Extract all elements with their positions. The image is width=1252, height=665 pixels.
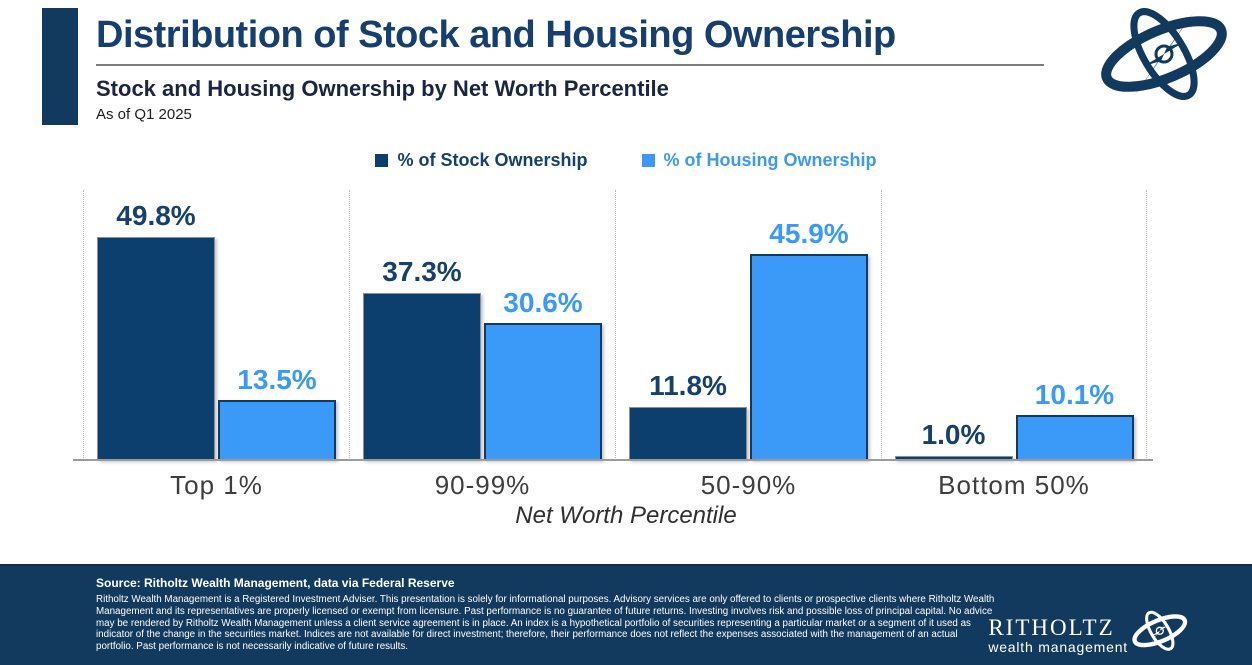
legend-item-housing: % of Housing Ownership: [641, 150, 877, 171]
housing-bar: 10.1%: [1015, 379, 1134, 460]
housing-value-label: 13.5%: [237, 363, 317, 395]
x-axis-title: Net Worth Percentile: [515, 502, 737, 529]
x-tick-label: Top 1%: [170, 470, 263, 500]
bar-group-2: 37.3% 30.6% 90-99%: [349, 190, 615, 500]
housing-value-label: 10.1%: [1034, 378, 1115, 410]
brand-name: RITHOLTZ: [988, 614, 1115, 640]
bar-group-1: 49.8% 13.5% Top 1%: [83, 190, 349, 500]
housing-value-label: 45.9%: [769, 218, 849, 250]
ritholtz-footer-logo: RITHOLTZ wealth management: [988, 606, 1196, 664]
legend-item-stock: % of Stock Ownership: [375, 150, 588, 171]
page-title: Distribution of Stock and Housing Owners…: [96, 14, 896, 56]
title-accent-bar: [42, 8, 78, 125]
bar-group-3: 11.8% 45.9% 50-90%: [615, 190, 881, 500]
bar-group-4: 1.0% 10.1% Bottom 50%: [881, 190, 1147, 500]
x-axis-line: [73, 459, 1153, 461]
housing-bar: 13.5%: [218, 364, 336, 460]
x-tick-label: 90-99%: [434, 470, 531, 500]
housing-bar: 45.9%: [750, 218, 868, 460]
brand-subtitle: wealth management: [988, 638, 1128, 655]
housing-value-label: 30.6%: [503, 286, 583, 318]
chart-subtitle: Stock and Housing Ownership by Net Worth…: [96, 76, 669, 101]
as-of-date: As of Q1 2025: [96, 106, 192, 123]
stock-bar: 11.8%: [629, 370, 747, 460]
gyroscope-logo-icon: [1082, 2, 1247, 107]
title-divider: [96, 64, 1044, 66]
plot-area: 49.8% 13.5% Top 1% 37.3% 30.6% 90-99% 11.8% 45.…: [83, 190, 1147, 500]
chart-legend: % of Stock Ownership % of Housing Owners…: [0, 150, 1252, 171]
disclaimer-text: Ritholtz Wealth Management is a Register…: [96, 594, 995, 653]
footer: Source: Ritholtz Wealth Management, data…: [0, 564, 1252, 665]
legend-label-stock: % of Stock Ownership: [397, 150, 588, 170]
legend-swatch-stock-icon: [375, 154, 389, 167]
stock-value-label: 11.8%: [649, 370, 727, 402]
stock-bar: 37.3%: [363, 256, 481, 460]
x-tick-label: Bottom 50%: [938, 470, 1090, 500]
stock-value-label: 1.0%: [921, 418, 986, 450]
source-line: Source: Ritholtz Wealth Management, data…: [96, 576, 455, 590]
stock-bar: 1.0%: [894, 419, 1013, 460]
stock-bar: 49.8%: [97, 200, 215, 460]
legend-label-housing: % of Housing Ownership: [663, 150, 877, 170]
gyroscope-logo-small-icon: [1132, 610, 1188, 651]
stock-value-label: 49.8%: [116, 199, 196, 231]
x-tick-label: 50-90%: [700, 470, 797, 500]
stock-value-label: 37.3%: [382, 255, 462, 287]
housing-bar: 30.6%: [484, 287, 602, 460]
legend-swatch-housing-icon: [641, 154, 655, 167]
